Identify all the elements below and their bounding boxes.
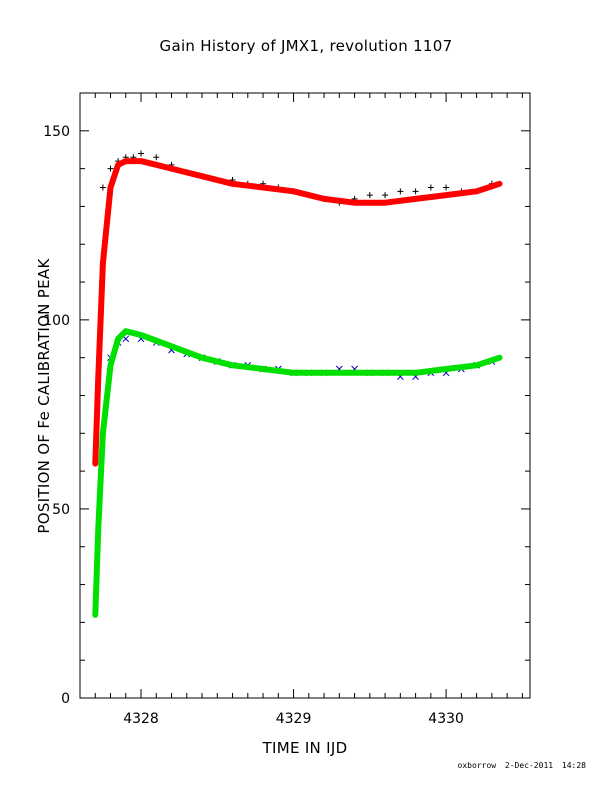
data-point	[138, 150, 145, 157]
y-tick-label: 100	[43, 313, 70, 329]
series-3	[92, 328, 503, 618]
footer-date: 2-Dec-2011	[504, 761, 554, 770]
data-point	[427, 184, 434, 191]
chart-title: Gain History of JMX1, revolution 1107	[159, 37, 453, 55]
fit-curve	[92, 158, 503, 467]
plot-frame	[79, 92, 531, 699]
series-layer	[92, 150, 503, 618]
data-point	[382, 192, 389, 199]
data-point	[107, 165, 114, 172]
data-point	[153, 154, 160, 161]
footer-stamp: oxborrow 2-Dec-2011 14:28	[454, 761, 586, 770]
data-point	[366, 192, 373, 199]
y-tick-label: 50	[52, 502, 70, 518]
footer-user: oxborrow	[457, 761, 497, 770]
x-axis-label: TIME IN IJD	[262, 739, 348, 757]
x-tick-label: 4328	[123, 711, 159, 727]
x-tick-label: 4330	[428, 711, 464, 727]
data-point	[397, 188, 404, 195]
footer-time: 14:28	[561, 761, 586, 770]
data-point	[443, 184, 450, 191]
y-tick-label: 150	[43, 124, 70, 140]
y-axis-label: POSITION OF Fe CALIBRATION PEAK	[35, 258, 53, 534]
tick-labels: 0 50 100 150 4328 4329 4330	[43, 124, 464, 727]
y-tick-label: 0	[61, 691, 70, 707]
axis-ticks	[79, 92, 530, 699]
series-1	[92, 158, 503, 467]
fit-curve	[92, 328, 503, 618]
data-point	[412, 188, 419, 195]
x-tick-label: 4329	[276, 711, 312, 727]
data-point	[99, 184, 106, 191]
